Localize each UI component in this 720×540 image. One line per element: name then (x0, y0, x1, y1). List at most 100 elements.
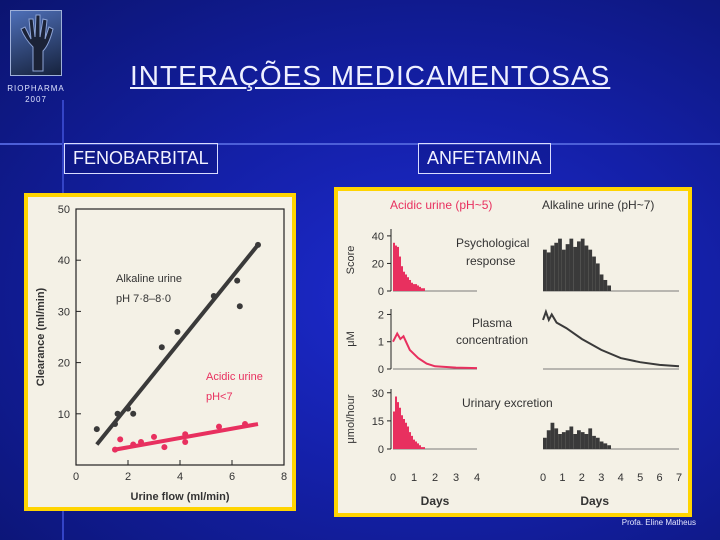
alkaline-bar (592, 435, 596, 449)
acidic-bar (411, 282, 413, 291)
data-point (151, 433, 157, 440)
y-tick-label: 40 (372, 231, 384, 243)
alkaline-bar (595, 437, 600, 449)
acidic-bar (395, 396, 397, 449)
y-tick-label: 1 (378, 337, 384, 349)
y-tick-label: 15 (372, 416, 384, 428)
y-tick-label: 40 (58, 255, 70, 267)
panel-y-label: μM (345, 331, 357, 347)
data-point (234, 277, 241, 284)
acidic-bar (413, 284, 415, 291)
x-tick-label: 6 (229, 471, 235, 483)
alkaline-bar (595, 263, 600, 291)
logo-text: RIOPHARMA (7, 84, 65, 93)
acidic-bar (395, 245, 397, 291)
alkaline-bar (573, 246, 577, 291)
acidic-bar (411, 435, 413, 449)
acidic-bar (423, 447, 425, 449)
data-point (236, 303, 243, 310)
alkaline-bar (569, 426, 574, 449)
series-fit-line (95, 243, 260, 446)
amphetamine-chart-panel: Acidic urine (pH~5) Alkaline urine (pH~7)… (334, 187, 692, 517)
alkaline-bar (558, 434, 562, 449)
alkaline-bar (584, 245, 589, 291)
acidic-bar (407, 277, 409, 291)
acidic-x-label: Days (421, 494, 450, 508)
phenobarbital-chart: 10 20 30 40 50 0 2 4 6 8 Urine flow (ml/min) Cleara… (35, 204, 287, 503)
alkaline-x-tick-label: 5 (637, 472, 643, 484)
panel-label-response: response (466, 254, 516, 268)
alkaline-x-tick-label: 1 (559, 472, 565, 484)
x-tick-label: 4 (177, 471, 183, 483)
alkaline-bar (607, 445, 611, 449)
logo-icon (10, 10, 62, 76)
acidic-bar (423, 288, 425, 291)
data-point (182, 431, 189, 438)
panel-label-plasma: Plasma (472, 316, 512, 330)
acidic-bar (419, 445, 421, 449)
amphetamine-chart: Acidic urine (pH~5) Alkaline urine (pH~7)… (345, 198, 682, 508)
y-tick-label: 0 (378, 444, 384, 456)
acidic-bar (393, 242, 395, 291)
alkaline-x-tick-label: 7 (676, 472, 682, 484)
acidic-x-tick-label: 4 (474, 472, 480, 484)
alkaline-bar (592, 256, 596, 291)
data-point (112, 421, 118, 428)
acidic-bar (401, 266, 403, 291)
acidic-title: Acidic urine (pH~5) (390, 198, 492, 212)
right-drug-label: ANFETAMINA (418, 143, 551, 174)
alkaline-x-tick-label: 2 (579, 472, 585, 484)
y-tick-label: 20 (58, 358, 70, 370)
acidic-bar (399, 407, 401, 449)
phenobarbital-chart-panel: 10 20 30 40 50 0 2 4 6 8 Urine flow (ml/min) Cleara… (24, 193, 296, 511)
acidic-bar (421, 288, 423, 291)
data-point (130, 410, 137, 417)
acidic-bar (403, 271, 405, 291)
alkaline-bar (580, 432, 585, 449)
alkaline-bar (554, 242, 559, 291)
data-point (158, 344, 165, 351)
panel-label-excretion: Urinary excretion (462, 396, 553, 410)
footer-author: Profa. Eline Matheus (621, 518, 696, 527)
alkaline-bar (603, 443, 608, 449)
left-drug-label: FENOBARBITAL (64, 143, 218, 174)
acidic-x-tick-label: 1 (411, 472, 417, 484)
annotation-alkaline: Alkaline urine (116, 273, 182, 285)
alkaline-bar (584, 434, 589, 449)
alkaline-bar (550, 422, 555, 449)
data-point (138, 438, 144, 445)
x-tick-label: 8 (281, 471, 287, 483)
data-point (130, 441, 137, 448)
alkaline-bar (577, 241, 581, 291)
alkaline-bar (543, 437, 547, 449)
data-point (125, 405, 131, 412)
acidic-bar (405, 274, 407, 291)
alkaline-bar (588, 249, 593, 291)
y-tick-label: 0 (378, 364, 384, 376)
acidic-x-tick-label: 0 (390, 472, 396, 484)
data-point (210, 293, 217, 300)
acidic-x-tick-label: 2 (432, 472, 438, 484)
y-tick-label: 2 (378, 309, 384, 321)
acidic-bar (401, 415, 403, 449)
annotation-acidic-ph: pH<7 (206, 391, 233, 403)
alkaline-bar (543, 249, 547, 291)
header-divider (0, 143, 720, 145)
acidic-bar (409, 279, 411, 291)
data-point (255, 241, 261, 248)
acidic-bar (419, 286, 421, 291)
acidic-bar (413, 439, 415, 449)
alkaline-bar (546, 430, 551, 449)
y-axis-label: Clearance (ml/min) (35, 287, 47, 386)
acidic-bar (405, 422, 407, 449)
x-tick-label: 2 (125, 471, 131, 483)
data-point (242, 421, 248, 428)
acidic-bar (415, 284, 417, 291)
panel-y-label: μmol/hour (345, 394, 357, 443)
alkaline-plasma-line (542, 308, 680, 368)
data-point (112, 446, 118, 453)
alkaline-bar (588, 428, 593, 449)
x-axis-label: Urine flow (ml/min) (131, 491, 230, 503)
alkaline-bar (580, 238, 585, 291)
alkaline-bar (599, 441, 604, 449)
